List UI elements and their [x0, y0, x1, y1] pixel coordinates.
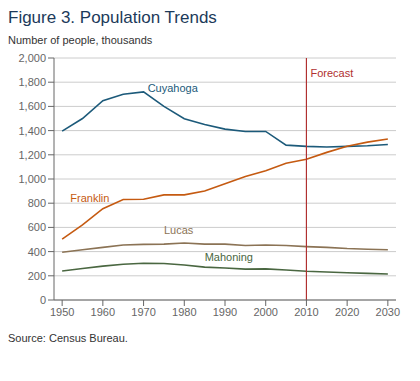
svg-text:Mahoning: Mahoning	[205, 251, 253, 263]
svg-text:800: 800	[28, 197, 46, 209]
svg-text:2000: 2000	[253, 306, 277, 318]
html-text:Source: Census Bureau.: Source: Census Bureau.	[8, 332, 128, 344]
svg-text:Cuyahoga: Cuyahoga	[148, 82, 199, 94]
svg-text:1,400: 1,400	[18, 125, 46, 137]
svg-text:Franklin: Franklin	[70, 192, 109, 204]
svg-text:1,800: 1,800	[18, 76, 46, 88]
svg-text:400: 400	[28, 246, 46, 258]
svg-text:2020: 2020	[335, 306, 359, 318]
svg-text:2030: 2030	[376, 306, 400, 318]
svg-text:600: 600	[28, 221, 46, 233]
html-text:Number of people, thousands: Number of people, thousands	[8, 34, 153, 46]
svg-text:Lucas: Lucas	[164, 224, 194, 236]
svg-text:2,000: 2,000	[18, 52, 46, 64]
svg-text:2010: 2010	[294, 306, 318, 318]
html-text:Figure 3. Population Trends: Figure 3. Population Trends	[8, 8, 217, 27]
svg-text:200: 200	[28, 270, 46, 282]
svg-text:1980: 1980	[172, 306, 196, 318]
svg-text:Forecast: Forecast	[311, 67, 354, 79]
svg-text:1,000: 1,000	[18, 173, 46, 185]
svg-text:1970: 1970	[131, 306, 155, 318]
svg-text:1,600: 1,600	[18, 100, 46, 112]
svg-text:1950: 1950	[50, 306, 74, 318]
svg-text:1990: 1990	[213, 306, 237, 318]
svg-text:1,200: 1,200	[18, 149, 46, 161]
svg-text:0: 0	[40, 294, 46, 306]
svg-text:1960: 1960	[91, 306, 115, 318]
